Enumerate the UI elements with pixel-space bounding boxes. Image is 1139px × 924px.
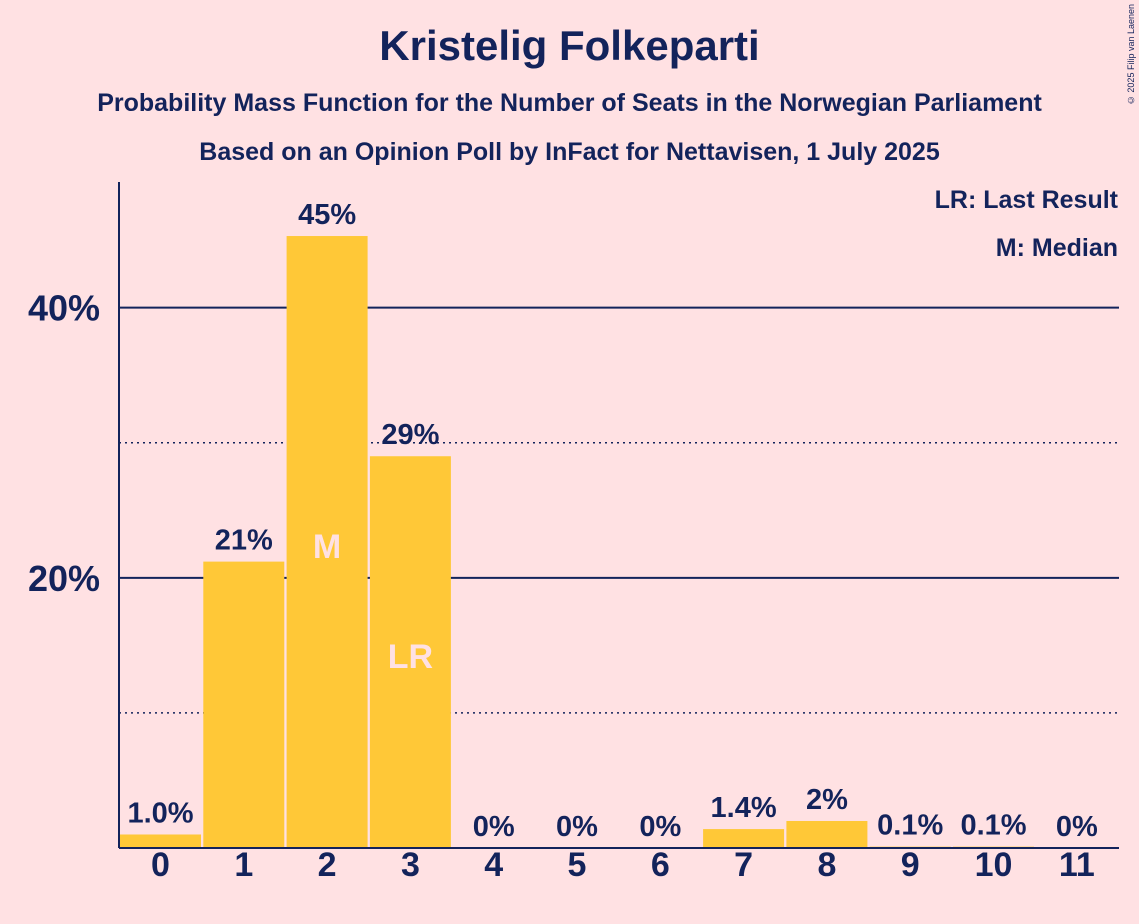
x-tick-label: 6 [651,846,670,884]
legend-median: M: Median [995,234,1118,262]
data-label: 1.0% [127,797,193,829]
chart-subtitle: Probability Mass Function for the Number… [97,89,1042,117]
x-tick-label: 9 [901,846,920,884]
chart-title: Kristelig Folkeparti [379,22,760,69]
bar [203,561,285,848]
y-tick-label: 20% [28,558,100,599]
x-tick-label: 0 [151,846,170,884]
bar [786,820,868,848]
x-tick-label: 4 [484,846,503,884]
data-label: 0.1% [877,810,943,842]
x-tick-label: 7 [734,846,753,884]
bar [120,834,201,848]
x-tick-label: 11 [1059,846,1095,884]
data-label: 0% [639,811,681,843]
bar [286,236,368,849]
data-label: 0% [556,811,598,843]
legend-last-result: LR: Last Result [934,186,1118,214]
x-tick-label: 5 [568,846,587,884]
data-label: 2% [806,784,848,816]
last-result-marker: LR [388,638,433,676]
data-label: 0% [473,811,515,843]
data-label: 45% [298,199,356,231]
y-tick-label: 40% [28,288,100,329]
bar [369,456,451,848]
x-tick-label: 2 [318,846,337,884]
data-label: 21% [215,525,273,557]
median-marker: M [313,528,341,566]
bar [703,829,785,848]
x-tick-label: 8 [817,846,836,884]
x-tick-label: 1 [234,846,253,884]
data-label: 0% [1056,811,1098,843]
data-label: 0.1% [960,810,1026,842]
data-label: 29% [381,419,439,451]
chart-source: Based on an Opinion Poll by InFact for N… [199,138,940,166]
data-label: 1.4% [711,792,777,824]
x-tick-label: 3 [401,846,420,884]
x-tick-label: 10 [975,846,1013,884]
